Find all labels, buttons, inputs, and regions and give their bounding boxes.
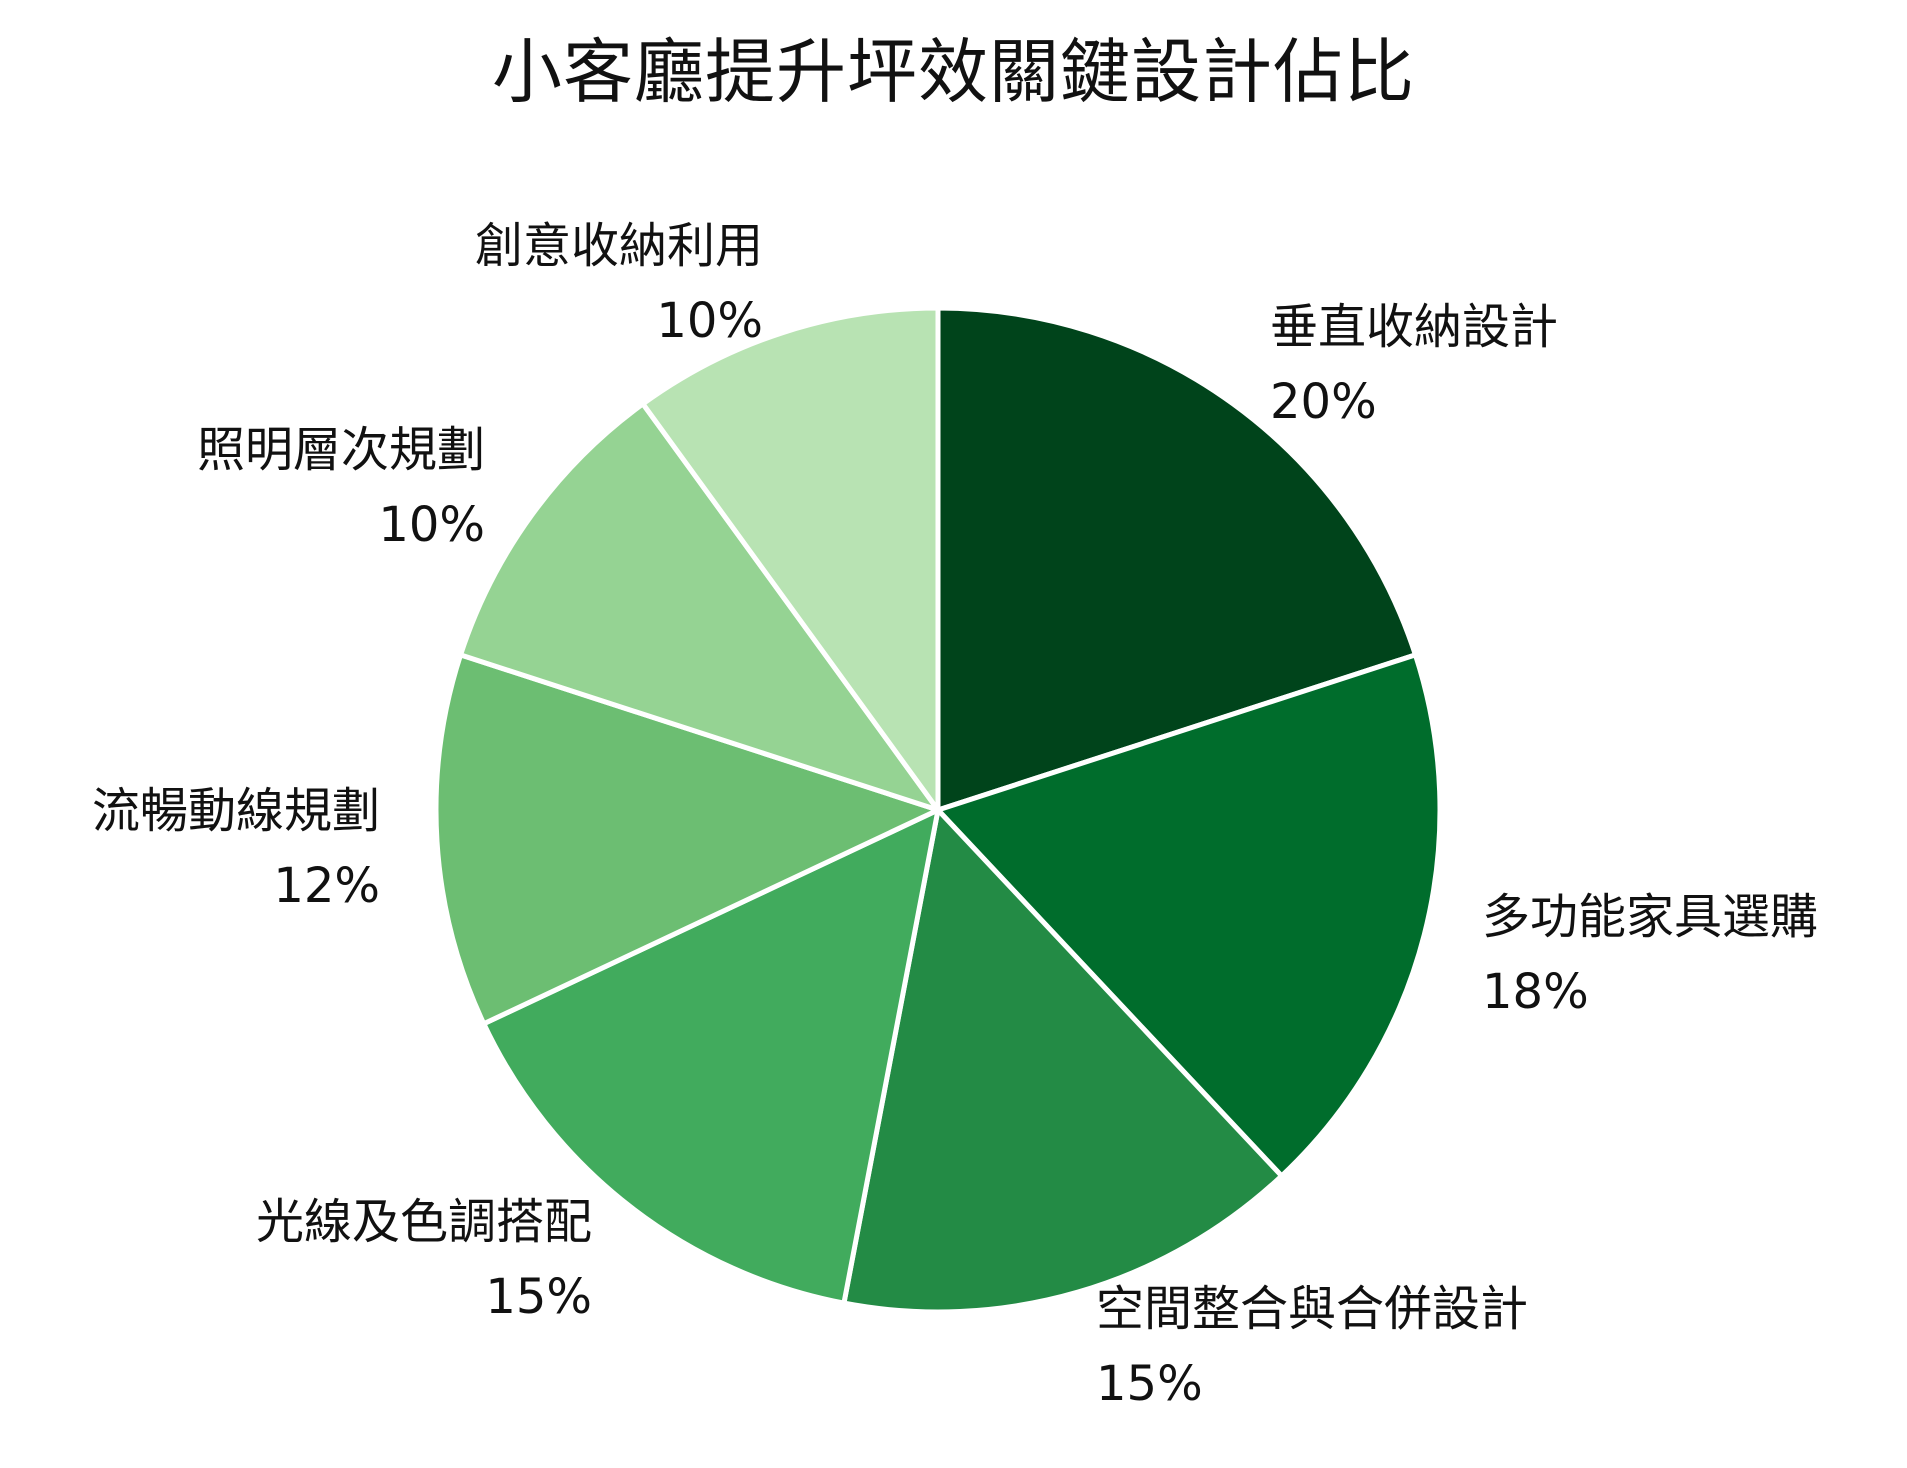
- pie-slice-2: [935, 652, 1443, 1179]
- slice-value-3: 15%: [1096, 1356, 1203, 1412]
- slice-label-4: 光線及色調搭配: [256, 1194, 592, 1250]
- slice-value-6: 10%: [378, 497, 485, 553]
- slice-value-2: 18%: [1482, 964, 1589, 1020]
- slice-label-7: 創意收納利用: [475, 218, 763, 274]
- slice-label-5: 流暢動線規劃: [92, 783, 380, 839]
- pie-slice-5: [433, 652, 941, 1027]
- slice-value-5: 12%: [273, 858, 380, 914]
- slice-value-4: 15%: [485, 1269, 592, 1325]
- slice-label-6: 照明層次規劃: [197, 422, 485, 478]
- slice-label-3: 空間整合與合併設計: [1096, 1281, 1528, 1337]
- slice-value-1: 20%: [1270, 374, 1377, 430]
- pie-slice-4: [481, 807, 941, 1306]
- pie-slice-7: [640, 305, 941, 813]
- pie-slice-6: [458, 401, 941, 813]
- pie-slices: [433, 305, 1443, 1315]
- pie-labels: 垂直收納設計 20% 多功能家具選購 18% 空間整合與合併設計 15% 光線及色調搭配 15…: [92, 218, 1818, 1412]
- pie-slice-3: [841, 807, 1285, 1315]
- slice-label-1: 垂直收納設計: [1270, 299, 1558, 355]
- chart-title: 小客廳提升坪效關鍵設計佔比: [492, 31, 1415, 113]
- slice-label-2: 多功能家具選購: [1482, 889, 1818, 945]
- pie-slice-1: [935, 305, 1418, 813]
- slice-value-7: 10%: [656, 293, 763, 349]
